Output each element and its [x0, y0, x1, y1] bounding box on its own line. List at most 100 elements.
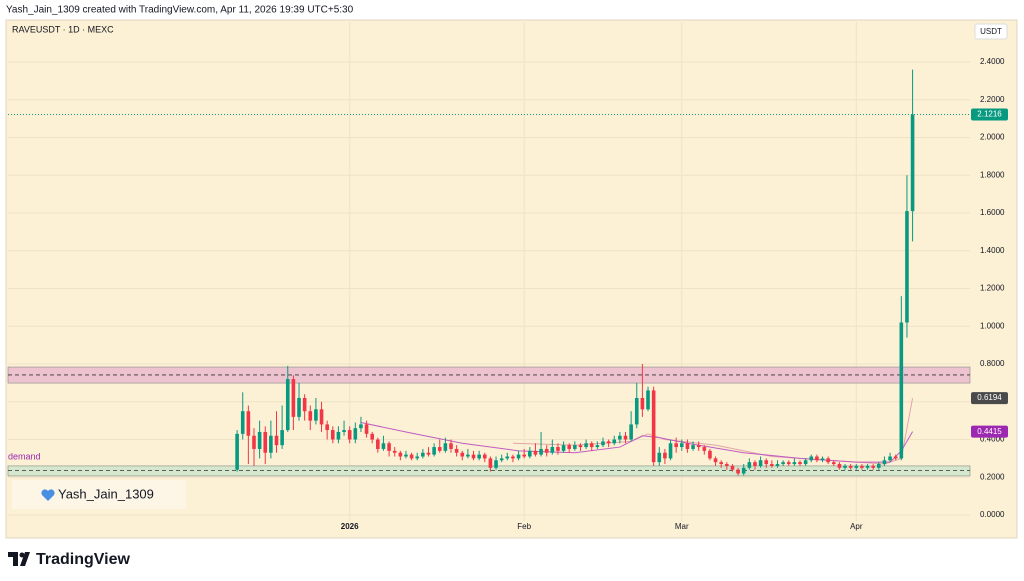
- candle-body: [269, 435, 273, 453]
- candle-body: [556, 447, 560, 451]
- candle-body: [843, 465, 847, 468]
- candle-body: [770, 464, 774, 466]
- candle-body: [353, 428, 358, 440]
- candle-body: [426, 452, 431, 455]
- candle-body: [831, 462, 836, 465]
- candle-body: [663, 452, 667, 459]
- candle-body: [719, 462, 723, 465]
- candle-body: [674, 443, 678, 448]
- y-tick-label: 0.4000: [980, 435, 1005, 444]
- candle-body: [871, 465, 875, 468]
- candle-body: [668, 443, 673, 459]
- candle-body: [764, 460, 769, 465]
- y-tick-label: 0.2000: [980, 472, 1005, 481]
- candle-body: [730, 465, 735, 470]
- candle-body: [803, 460, 808, 465]
- candle-body: [606, 441, 611, 444]
- watermark-box: [12, 480, 186, 509]
- candle-body: [758, 460, 763, 466]
- chart-frame: [5, 19, 1018, 539]
- candle-body: [578, 445, 583, 448]
- candle-body: [893, 456, 898, 459]
- candle-body: [786, 462, 791, 465]
- header: Yash_Jain_1309 created with TradingView.…: [6, 5, 354, 16]
- candle-body: [499, 458, 504, 461]
- candle-body: [651, 390, 656, 463]
- candle-body: [612, 439, 617, 444]
- candle-body: [522, 454, 526, 457]
- candle-body: [314, 409, 318, 421]
- candle-body: [640, 397, 645, 410]
- candle-body: [291, 379, 296, 417]
- candle-body: [415, 456, 420, 459]
- candle-body: [657, 452, 662, 463]
- candle-body: [528, 450, 532, 457]
- candle-body: [781, 462, 785, 465]
- candle-body: [325, 424, 329, 431]
- candle-body: [888, 456, 892, 461]
- candle-body: [544, 448, 549, 453]
- candle-body: [460, 452, 465, 457]
- candle-body: [454, 448, 459, 453]
- candle-body: [601, 441, 605, 446]
- y-tick-label: 0.0000: [980, 510, 1005, 519]
- x-tick-label: 2026: [341, 522, 359, 531]
- ma-value-label: 0.4415: [977, 427, 1002, 436]
- x-tick-label: Feb: [517, 522, 531, 531]
- candle-body: [815, 456, 819, 461]
- candle-body: [713, 458, 718, 463]
- candle-body: [848, 465, 853, 468]
- candle-body: [623, 435, 628, 440]
- candle-body: [634, 397, 639, 425]
- candle-body: [376, 439, 380, 449]
- candle-body: [449, 443, 453, 449]
- candle-body: [584, 443, 588, 448]
- candle-body: [747, 462, 752, 468]
- candle-body: [235, 433, 239, 470]
- candle-body: [297, 397, 301, 417]
- y-tick-label: 2.4000: [980, 57, 1005, 66]
- ma-value-label-badge: [971, 392, 1008, 405]
- candle-body: [471, 454, 476, 459]
- candle-body: [826, 458, 830, 463]
- candle-body: [741, 467, 746, 474]
- candle-body: [708, 450, 712, 459]
- candle-body: [877, 464, 881, 468]
- brand: TradingView: [36, 551, 131, 568]
- heart-icon: [41, 489, 55, 501]
- candle-body: [753, 462, 757, 466]
- y-tick-label: 1.4000: [980, 246, 1005, 255]
- candle-body: [511, 456, 515, 459]
- moving-average: [360, 422, 914, 463]
- candle-body: [618, 435, 622, 440]
- candle-body: [798, 462, 802, 465]
- ma-value-label: 0.6194: [977, 393, 1002, 402]
- candle-body: [691, 445, 695, 449]
- symbol-title: RAVEUSDT · 1D · MEXC: [12, 24, 114, 34]
- candle-body: [274, 435, 279, 446]
- candle-body: [263, 431, 268, 453]
- candle-body: [573, 445, 577, 449]
- candle-body: [466, 454, 470, 457]
- candle-body: [679, 443, 684, 448]
- candle-body: [505, 456, 510, 459]
- candle-body: [398, 452, 403, 457]
- candle-body: [342, 430, 346, 432]
- candle-body: [252, 435, 256, 449]
- candle-body: [882, 460, 887, 465]
- candle-body: [302, 397, 307, 412]
- candle-body: [736, 469, 740, 474]
- candle-body: [319, 409, 324, 425]
- candle-body: [837, 464, 842, 468]
- candle-body: [421, 452, 425, 457]
- candle-body: [285, 379, 290, 431]
- candle-body: [364, 424, 369, 434]
- y-tick-label: 0.8000: [980, 359, 1005, 368]
- candle-body: [899, 322, 904, 459]
- candle-body: [561, 445, 566, 451]
- candle-body: [381, 443, 386, 449]
- candle-body: [257, 431, 262, 449]
- candle-body: [809, 456, 814, 461]
